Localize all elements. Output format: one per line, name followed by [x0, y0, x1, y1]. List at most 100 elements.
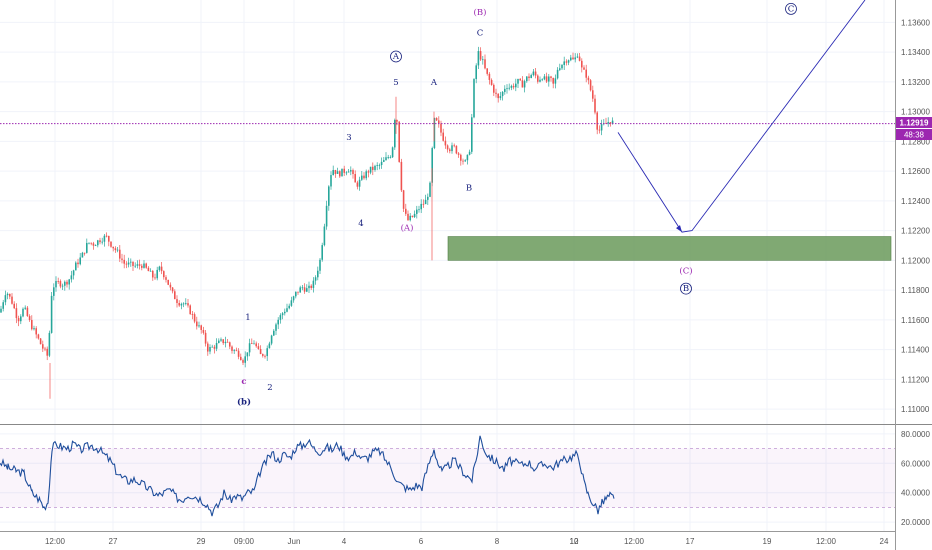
candle-body	[444, 140, 447, 146]
candle-body	[6, 293, 9, 296]
candle-body	[112, 246, 114, 249]
indicator-line[interactable]	[0, 435, 615, 517]
candle-body	[581, 60, 583, 68]
candle-body	[262, 354, 264, 356]
candle-body	[152, 270, 154, 278]
indicator-axis[interactable]: 80.0000 60.0000 40.0000 20.0000	[901, 430, 930, 527]
candle-body	[266, 348, 268, 357]
candle-body	[471, 117, 473, 152]
candle-body	[240, 356, 242, 361]
candle-body	[13, 303, 15, 309]
candle-body	[119, 249, 121, 259]
candle-body	[548, 76, 550, 82]
candle-body	[158, 266, 161, 270]
candle-body	[246, 352, 249, 357]
candle-body	[147, 267, 150, 272]
candle-body	[506, 88, 508, 90]
candle-body	[273, 330, 275, 336]
candle-body	[257, 346, 260, 349]
candle-body	[35, 328, 37, 335]
candle-body	[468, 151, 471, 155]
candle-body	[482, 59, 484, 61]
candle-body	[163, 271, 165, 278]
time-tick-label: 29	[197, 537, 206, 546]
projection-line[interactable]	[617, 0, 866, 233]
candle-body	[295, 291, 297, 297]
candle-body	[488, 73, 491, 80]
candle-body	[341, 168, 343, 177]
candles	[0, 46, 614, 399]
candle-body	[235, 350, 238, 352]
candle-body	[497, 93, 499, 99]
candle-body	[319, 259, 321, 271]
candle-body	[125, 263, 128, 265]
candle-body	[394, 120, 396, 148]
candle-body	[86, 242, 88, 253]
candle-body	[64, 281, 66, 286]
wave-label: (C)	[679, 266, 692, 277]
price-tick-label: 1.11600	[901, 316, 930, 325]
price-tick-label: 1.13400	[901, 48, 930, 57]
candle-body	[609, 122, 612, 124]
candle-body	[552, 77, 554, 84]
candle-body	[97, 240, 99, 246]
wave-label-circle	[785, 3, 797, 15]
candle-body	[460, 154, 462, 161]
candle-body	[416, 209, 418, 214]
wave-label: C	[477, 29, 484, 39]
price-tick-label: 1.12600	[901, 167, 930, 176]
candle-body	[512, 85, 515, 88]
candle-body	[596, 112, 598, 130]
candle-body	[556, 69, 559, 79]
candle-body	[127, 262, 130, 265]
candle-body	[37, 334, 40, 339]
wave-label: B	[466, 183, 472, 193]
candle-body	[350, 170, 352, 172]
candle-body	[565, 61, 568, 63]
candle-body	[154, 277, 156, 279]
candle-body	[299, 287, 301, 293]
candle-body	[229, 342, 231, 347]
candle-body	[176, 299, 178, 304]
candle-body	[70, 275, 73, 280]
candle-body	[391, 147, 394, 158]
candle-body	[306, 288, 308, 292]
candle-body	[264, 355, 266, 357]
wave-label: A	[430, 78, 438, 88]
candle-body	[422, 203, 425, 205]
wave-label: 3	[346, 133, 351, 143]
countdown-label: 48:38	[904, 131, 925, 140]
candle-body	[358, 179, 361, 187]
target-zone[interactable]	[447, 236, 892, 261]
candle-body	[534, 71, 537, 76]
candle-body	[292, 296, 295, 301]
candle-body	[473, 79, 475, 118]
candle-body	[336, 171, 339, 174]
candle-body	[15, 308, 18, 319]
time-tick-label: 4	[342, 537, 347, 546]
candle-body	[31, 320, 33, 330]
candle-body	[517, 78, 519, 84]
candle-body	[545, 76, 548, 82]
candle-body	[343, 168, 345, 173]
candle-body	[435, 117, 438, 121]
candle-body	[101, 241, 103, 243]
candle-body	[438, 120, 440, 124]
candle-body	[334, 169, 337, 174]
candle-body	[145, 263, 147, 268]
candle-body	[211, 346, 213, 348]
price-axis[interactable]: 1.13600 1.13400 1.13200 1.13000 1.12800 1.126…	[901, 18, 930, 414]
indicator-tick-label: 80.0000	[901, 430, 930, 439]
candle-body	[204, 332, 207, 344]
candle-body	[297, 291, 299, 293]
candle-body	[400, 161, 403, 191]
indicator-tick-label: 20.0000	[901, 518, 930, 527]
price-tick-label: 1.12400	[901, 197, 930, 206]
candle-body	[61, 285, 64, 287]
candle-body	[402, 190, 405, 209]
wave-label: B	[683, 284, 689, 294]
candle-body	[495, 92, 497, 94]
candle-body	[462, 160, 464, 162]
